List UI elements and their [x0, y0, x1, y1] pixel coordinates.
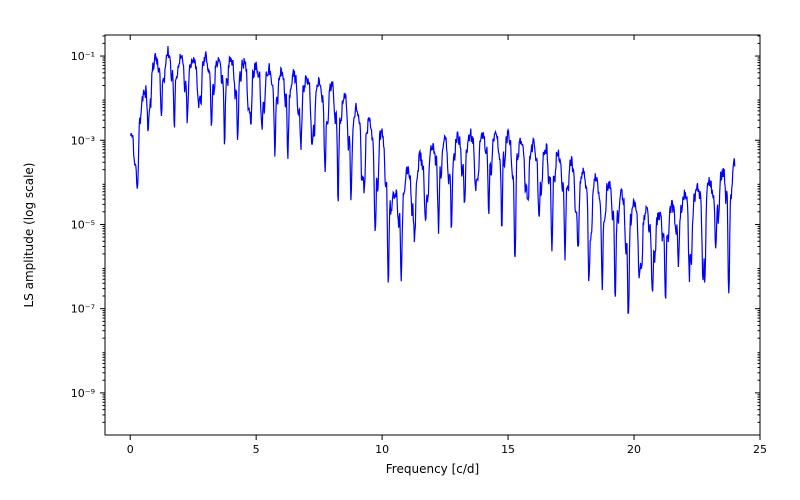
- y-tick-label: 10⁻⁵: [71, 218, 95, 231]
- y-tick-label: 10⁻⁷: [71, 303, 95, 316]
- periodogram-chart: 0 5 10 15 20 25 10⁻⁹ 10⁻⁷ 10⁻⁵ 10⁻³ 10⁻¹ Frequency …: [0, 0, 800, 500]
- y-tick-label: 10⁻⁹: [71, 387, 95, 400]
- x-tick-label: 20: [627, 443, 641, 456]
- chart-svg: 0 5 10 15 20 25 10⁻⁹ 10⁻⁷ 10⁻⁵ 10⁻³ 10⁻¹ Frequency …: [0, 0, 800, 500]
- x-tick-label: 25: [753, 443, 767, 456]
- x-tick-label: 15: [501, 443, 515, 456]
- x-tick-label: 10: [375, 443, 389, 456]
- y-tick-label: 10⁻¹: [71, 50, 95, 63]
- x-tick-label: 5: [253, 443, 260, 456]
- periodogram-line: [130, 46, 735, 313]
- y-tick-label: 10⁻³: [71, 134, 95, 147]
- x-axis-label: Frequency [c/d]: [386, 462, 479, 476]
- x-tick-label: 0: [127, 443, 134, 456]
- y-axis-label: LS amplitude (log scale): [22, 163, 36, 308]
